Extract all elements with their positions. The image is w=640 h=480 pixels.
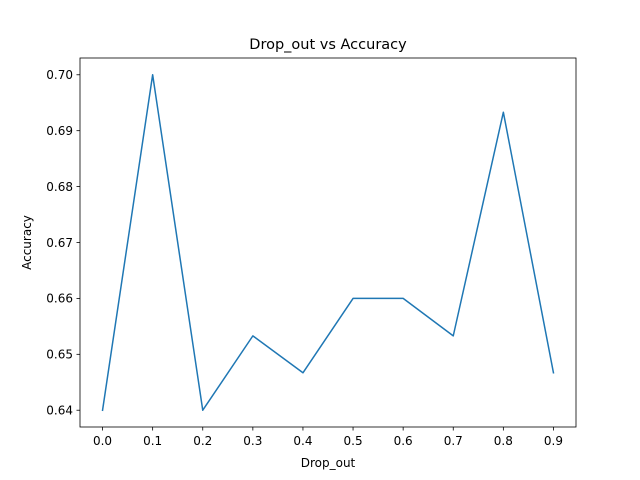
y-axis-label: Accuracy [20, 215, 34, 270]
y-tick-label: 0.69 [46, 124, 73, 138]
series-line-0 [101, 74, 555, 412]
series-group [101, 74, 555, 412]
x-axis-label: Drop_out [301, 456, 356, 470]
plot-frame [79, 57, 577, 428]
x-tick-label: 0.4 [293, 434, 312, 448]
x-tick-label: 0.2 [193, 434, 212, 448]
x-tick-label: 0.3 [243, 434, 262, 448]
y-tick-label: 0.70 [46, 68, 73, 82]
y-tick-label: 0.67 [46, 236, 73, 250]
y-axis: 0.64 0.65 0.66 0.67 0.68 0.69 0.70 [46, 68, 80, 418]
x-tick-label: 0.5 [344, 434, 363, 448]
x-tick-label: 0.7 [444, 434, 463, 448]
chart-title: Drop_out vs Accuracy [249, 37, 407, 53]
plot-area: 0.0 0.1 0.2 0.3 0.4 0.5 0.6 0.7 0.8 0.9 0.640.650… [46, 57, 577, 448]
y-tick-label: 0.64 [46, 404, 73, 418]
y-tick-label: 0.68 [46, 180, 73, 194]
y-tick-label: 0.65 [46, 348, 73, 362]
x-tick-label: 0.8 [494, 434, 513, 448]
x-axis: 0.0 0.1 0.2 0.3 0.4 0.5 0.6 0.7 0.8 0.9 [93, 427, 563, 448]
x-tick-label: 0.0 [93, 434, 112, 448]
x-tick-label: 0.1 [143, 434, 162, 448]
x-tick-label: 0.9 [544, 434, 563, 448]
x-tick-label: 0.6 [394, 434, 413, 448]
y-tick-label: 0.66 [46, 292, 73, 306]
